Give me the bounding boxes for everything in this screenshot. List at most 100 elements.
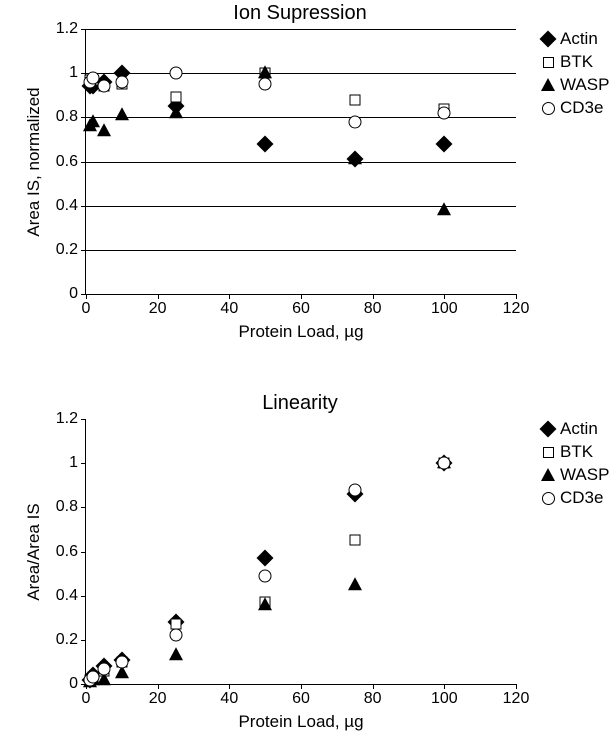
y-tick-mark	[81, 640, 86, 641]
legend-item-cd3e: CD3e	[540, 487, 609, 509]
data-point-cd3e	[169, 629, 182, 642]
data-point-wasp	[348, 151, 362, 164]
x-tick-mark	[516, 294, 517, 299]
data-point-cd3e	[115, 76, 128, 89]
data-point-cd3e	[115, 655, 128, 668]
legend-label: WASP	[560, 465, 609, 485]
data-point-wasp	[348, 577, 362, 590]
x-tick-mark	[444, 294, 445, 299]
bottom-x-axis-label: Protein Load, µg	[238, 712, 363, 732]
y-tick-label: 0.2	[56, 241, 78, 259]
data-point-cd3e	[169, 67, 182, 80]
x-tick-mark	[301, 684, 302, 689]
y-tick-label: 0.4	[56, 197, 78, 215]
x-tick-label: 20	[149, 690, 167, 708]
data-point-cd3e	[348, 115, 361, 128]
data-point-actin	[257, 550, 274, 567]
y-tick-label: 0.8	[56, 498, 78, 516]
data-point-wasp	[437, 202, 451, 215]
x-tick-label: 120	[503, 300, 530, 318]
legend-label: Actin	[560, 419, 598, 439]
data-point-actin	[257, 135, 274, 152]
circle-icon	[540, 490, 556, 506]
data-point-cd3e	[259, 569, 272, 582]
data-point-actin	[436, 135, 453, 152]
gridline	[86, 29, 516, 30]
legend-item-actin: Actin	[540, 418, 609, 440]
x-tick-mark	[373, 294, 374, 299]
legend-label: CD3e	[560, 98, 603, 118]
x-tick-mark	[444, 684, 445, 689]
circle-icon	[540, 100, 556, 116]
legend-item-cd3e: CD3e	[540, 97, 609, 119]
bottom-plot-area: Area/Area IS Protein Load, µg 00.20.40.6…	[85, 419, 516, 685]
x-tick-label: 120	[503, 690, 530, 708]
legend-item-wasp: WASP	[540, 464, 609, 486]
x-tick-mark	[516, 684, 517, 689]
top-chart-panel: Ion Supression Area IS, normalized Prote…	[20, 0, 530, 295]
data-point-wasp	[115, 107, 129, 120]
x-tick-label: 20	[149, 300, 167, 318]
y-tick-mark	[81, 419, 86, 420]
gridline	[86, 162, 516, 163]
y-tick-mark	[81, 29, 86, 30]
legend-label: WASP	[560, 75, 609, 95]
data-point-wasp	[169, 647, 183, 660]
y-tick-label: 0	[69, 675, 78, 693]
x-tick-label: 80	[364, 690, 382, 708]
y-tick-label: 0.6	[56, 153, 78, 171]
diamond-icon	[540, 31, 556, 47]
x-tick-label: 80	[364, 300, 382, 318]
x-tick-mark	[86, 294, 87, 299]
x-tick-label: 60	[292, 690, 310, 708]
x-tick-mark	[373, 684, 374, 689]
data-point-wasp	[169, 105, 183, 118]
x-tick-label: 100	[431, 690, 458, 708]
legend-item-btk: BTK	[540, 441, 609, 463]
triangle-icon	[540, 77, 556, 93]
y-tick-label: 0	[69, 285, 78, 303]
y-tick-mark	[81, 463, 86, 464]
gridline	[86, 206, 516, 207]
y-tick-label: 1	[69, 454, 78, 472]
x-tick-label: 0	[82, 300, 91, 318]
top-x-axis-label: Protein Load, µg	[238, 322, 363, 342]
gridline	[86, 73, 516, 74]
legend-label: BTK	[560, 52, 593, 72]
x-tick-label: 40	[220, 300, 238, 318]
y-tick-label: 1.2	[56, 410, 78, 428]
x-tick-mark	[158, 294, 159, 299]
diamond-icon	[540, 421, 556, 437]
x-tick-label: 60	[292, 300, 310, 318]
data-point-btk	[349, 94, 360, 105]
x-tick-mark	[229, 684, 230, 689]
y-tick-mark	[81, 552, 86, 553]
bottom-chart-panel: Linearity Area/Area IS Protein Load, µg …	[20, 390, 530, 685]
gridline	[86, 250, 516, 251]
y-tick-mark	[81, 507, 86, 508]
y-tick-label: 0.6	[56, 543, 78, 561]
x-tick-mark	[158, 684, 159, 689]
y-tick-mark	[81, 206, 86, 207]
data-point-cd3e	[87, 671, 100, 684]
gridline	[86, 117, 516, 118]
square-icon	[540, 54, 556, 70]
square-icon	[540, 444, 556, 460]
x-tick-label: 100	[431, 300, 458, 318]
y-tick-mark	[81, 250, 86, 251]
data-point-btk	[170, 92, 181, 103]
y-tick-label: 1.2	[56, 20, 78, 38]
top-chart-title: Ion Supression	[70, 0, 530, 25]
legend-label: CD3e	[560, 488, 603, 508]
data-point-wasp	[258, 597, 272, 610]
data-point-btk	[349, 535, 360, 546]
data-point-cd3e	[438, 457, 451, 470]
x-tick-label: 40	[220, 690, 238, 708]
x-tick-mark	[229, 294, 230, 299]
legend-label: Actin	[560, 29, 598, 49]
y-tick-mark	[81, 596, 86, 597]
legend-item-actin: Actin	[540, 28, 609, 50]
triangle-icon	[540, 467, 556, 483]
y-tick-label: 1	[69, 64, 78, 82]
data-point-cd3e	[97, 662, 110, 675]
